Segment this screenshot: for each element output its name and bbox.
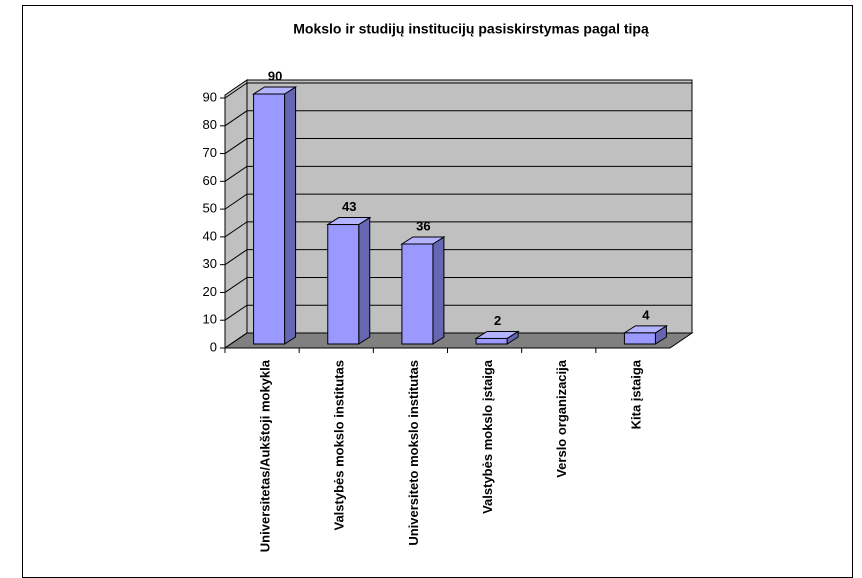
bar (253, 93, 286, 345)
grid-line (224, 332, 692, 349)
grid-line (224, 82, 692, 99)
bar (475, 337, 508, 345)
grid-line (224, 110, 692, 127)
x-tick-label: Kita įstaiga (628, 359, 643, 429)
x-tick-label: Valstybės mokslo institutas (332, 360, 347, 531)
y-tick-label: 20 (203, 284, 217, 299)
x-tick-label: Valstybės mokslo įstaiga (480, 359, 495, 514)
grid-line (224, 138, 692, 154)
data-label: 4 (642, 307, 650, 322)
grid-line (224, 276, 692, 293)
y-tick-label: 0 (210, 339, 217, 354)
bar (623, 332, 656, 345)
bar-side (358, 216, 371, 345)
data-label: 43 (342, 199, 356, 214)
chart-title: Mokslo ir studijų institucijų pasiskirst… (293, 21, 649, 37)
y-tick-label: 90 (203, 89, 217, 104)
bar (401, 243, 434, 345)
grid-line (224, 193, 692, 210)
y-tick-label: 70 (203, 145, 217, 160)
data-label: 2 (494, 313, 501, 328)
x-tick-label: Universitetas/Aukštoji mokykla (258, 359, 273, 552)
x-tick-label: Universiteto mokslo institutas (406, 360, 421, 546)
bar (327, 224, 360, 345)
y-tick-label: 10 (203, 312, 217, 327)
y-tick-label: 80 (203, 117, 217, 132)
y-tick-label: 60 (203, 173, 217, 188)
bar-side (284, 86, 297, 345)
y-tick-label: 40 (203, 228, 217, 243)
x-tick-label: Verslo organizacija (554, 359, 569, 478)
grid-line (224, 249, 692, 266)
data-label: 90 (268, 68, 282, 83)
grid-line (224, 165, 692, 182)
y-tick-label: 30 (203, 256, 217, 271)
y-tick-label: 50 (203, 201, 217, 216)
back-wall (246, 79, 693, 334)
grid-line (224, 304, 692, 321)
bar-side (432, 236, 445, 345)
grid-line (224, 221, 692, 238)
data-label: 36 (416, 218, 430, 233)
